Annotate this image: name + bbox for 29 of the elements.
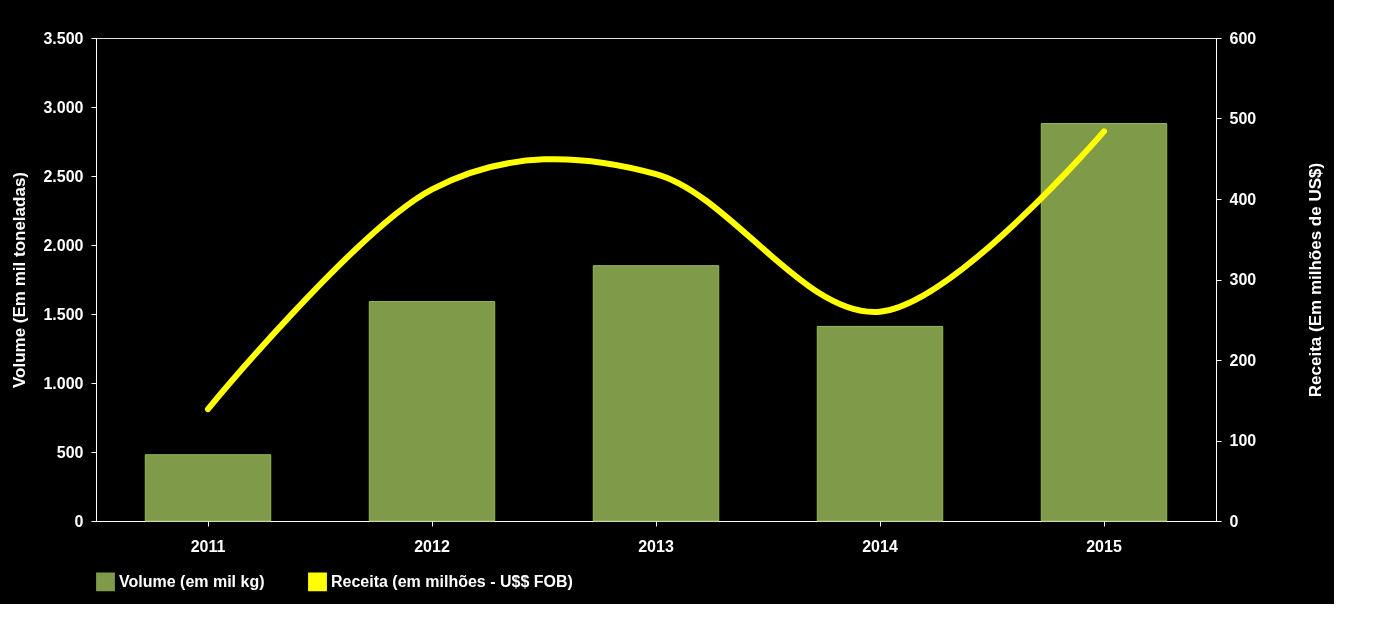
y-tick-label: 0 [74,512,84,530]
x-tick-label: 2012 [414,537,450,555]
y-tick-label: 3.500 [43,29,84,47]
y2-tick-label: 300 [1229,271,1257,288]
bar [816,325,944,522]
bar [592,265,720,522]
x-tick-label: 2015 [1086,537,1122,555]
y-tick-label: 2.500 [43,167,84,185]
y2-tick-label: 100 [1229,432,1257,449]
y-axis-title: Volume (Em mil toneladas) [10,171,30,389]
y2-tick-label: 0 [1229,512,1239,530]
y-tick-label: 500 [56,443,84,461]
x-tick-label: 2013 [638,537,674,555]
y-tick-label: 1.000 [43,374,84,392]
y-tick-label: 1.500 [43,305,84,323]
legend-label: Receita (em milhões - U$$ FOB) [331,572,573,590]
y2-tick-label: 600 [1229,29,1257,47]
legend-label: Volume (em mil kg) [119,572,265,590]
bar [144,454,272,522]
y2-tick-label: 500 [1229,110,1257,127]
y2-tick-label: 400 [1229,190,1257,208]
bar [1040,123,1168,522]
y-tick-label: 2.000 [43,236,84,254]
y2-axis-title: Receita (Em milhões de US$) [1306,162,1326,398]
x-tick-label: 2011 [190,537,226,555]
y2-tick-label: 200 [1229,351,1257,369]
y-tick-label: 3.000 [43,98,84,116]
x-tick-label: 2014 [862,537,898,555]
bar [368,301,496,522]
